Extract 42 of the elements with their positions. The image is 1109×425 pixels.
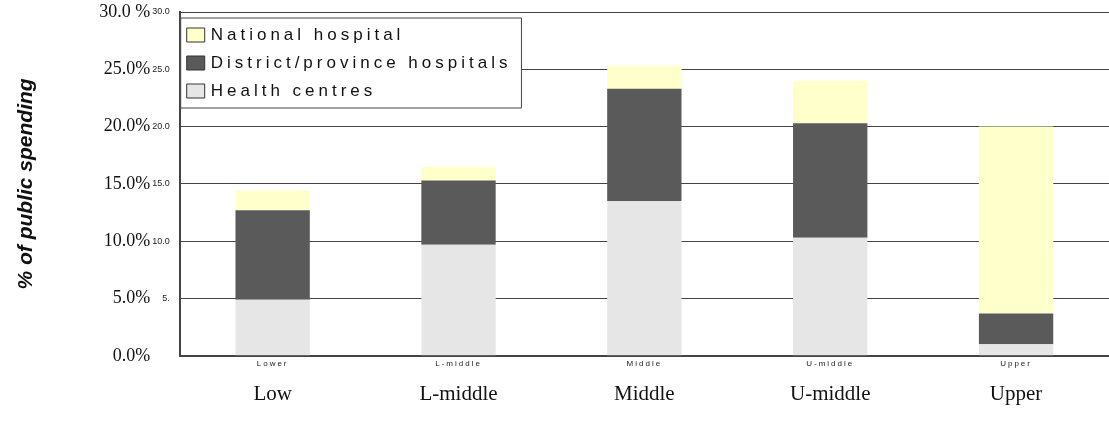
text: Upper [1000, 359, 1032, 368]
legend-label: Health centres [210, 80, 377, 100]
x-tick-label: Middle [614, 380, 675, 405]
bar [978, 126, 1054, 314]
x-tick-label: L-middle [419, 380, 498, 405]
bar [235, 190, 310, 211]
y-axis-title: % of public spending [13, 78, 37, 290]
y-tick-label: 5.0% [112, 287, 151, 308]
x-tick-label: U-middle [789, 380, 871, 405]
text: Middle [626, 359, 663, 368]
y-tick-label: 15.0% [103, 172, 151, 193]
bar [421, 180, 496, 245]
legend-label: National hospital [210, 24, 405, 44]
bar [793, 80, 868, 124]
y2-tick-label: 5. [162, 292, 170, 303]
y2-tick-label: 20.0 [152, 121, 170, 132]
y-tick-label: 25.0% [103, 58, 151, 79]
bar [607, 201, 682, 356]
bar [793, 237, 868, 356]
bar [978, 344, 1054, 356]
bar [607, 88, 682, 202]
bar [421, 166, 496, 181]
text: U-middle [806, 359, 855, 368]
y-tick-label: 0.0% [112, 344, 151, 365]
y-tick-label: 30.0 % [99, 0, 151, 21]
y2-tick-label: 15.0 [152, 178, 170, 189]
y-tick-label: 10.0% [103, 229, 151, 250]
text: Lower [256, 359, 289, 368]
legend-label: District/province hospitals [210, 52, 512, 72]
bar [793, 123, 868, 238]
x-tick-label: Upper [989, 380, 1043, 405]
bar [235, 210, 310, 300]
bar [421, 244, 496, 356]
bar [235, 299, 310, 356]
y2-tick-label: 25.0 [152, 63, 170, 74]
text: L-middle [435, 359, 482, 368]
y2-tick-label: 30.0 [152, 6, 170, 17]
bar [978, 313, 1054, 345]
y2-tick-label: 10.0 [152, 235, 170, 246]
y-tick-label: 20.0% [103, 115, 151, 136]
bar [607, 65, 682, 89]
x-tick-label: Low [253, 380, 293, 405]
